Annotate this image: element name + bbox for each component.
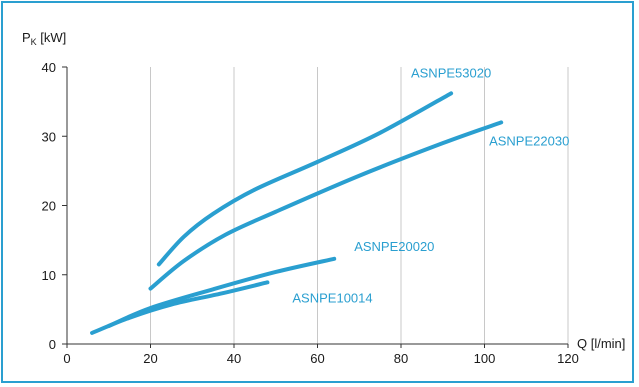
y-tick-label: 20 xyxy=(42,199,56,214)
y-tick-label: 0 xyxy=(49,337,56,352)
grid-lines xyxy=(150,67,569,344)
series-labels: ASNPE53020 ASNPE22030 ASNPE20020 ASNPE10014 xyxy=(292,65,569,305)
y-axis-title: PK [kW] xyxy=(22,30,66,47)
x-tick-label: 80 xyxy=(394,351,408,366)
x-tick-label: 20 xyxy=(143,351,157,366)
x-axis-title: Q [l/min] xyxy=(577,336,625,351)
series-label-asnpe53020: ASNPE53020 xyxy=(411,65,491,80)
x-ticks: 0 20 40 60 80 100 120 xyxy=(63,344,579,366)
series-label-asnpe10014: ASNPE10014 xyxy=(292,290,372,305)
series-line-asnpe53020 xyxy=(156,91,454,267)
series-lines xyxy=(90,91,504,335)
y-tick-label: 40 xyxy=(42,60,56,75)
y-tick-label: 10 xyxy=(42,268,56,283)
y-ticks: 0 10 20 30 40 xyxy=(42,60,67,352)
x-tick-label: 120 xyxy=(557,351,579,366)
x-tick-label: 40 xyxy=(227,351,241,366)
series-line-asnpe22030 xyxy=(148,120,504,291)
x-tick-label: 0 xyxy=(63,351,70,366)
x-tick-label: 60 xyxy=(310,351,324,366)
y-tick-label: 30 xyxy=(42,129,56,144)
series-label-asnpe22030: ASNPE22030 xyxy=(489,133,569,148)
series-line-asnpe10014 xyxy=(90,280,270,335)
series-label-asnpe20020: ASNPE20020 xyxy=(354,239,434,254)
x-tick-label: 100 xyxy=(474,351,496,366)
